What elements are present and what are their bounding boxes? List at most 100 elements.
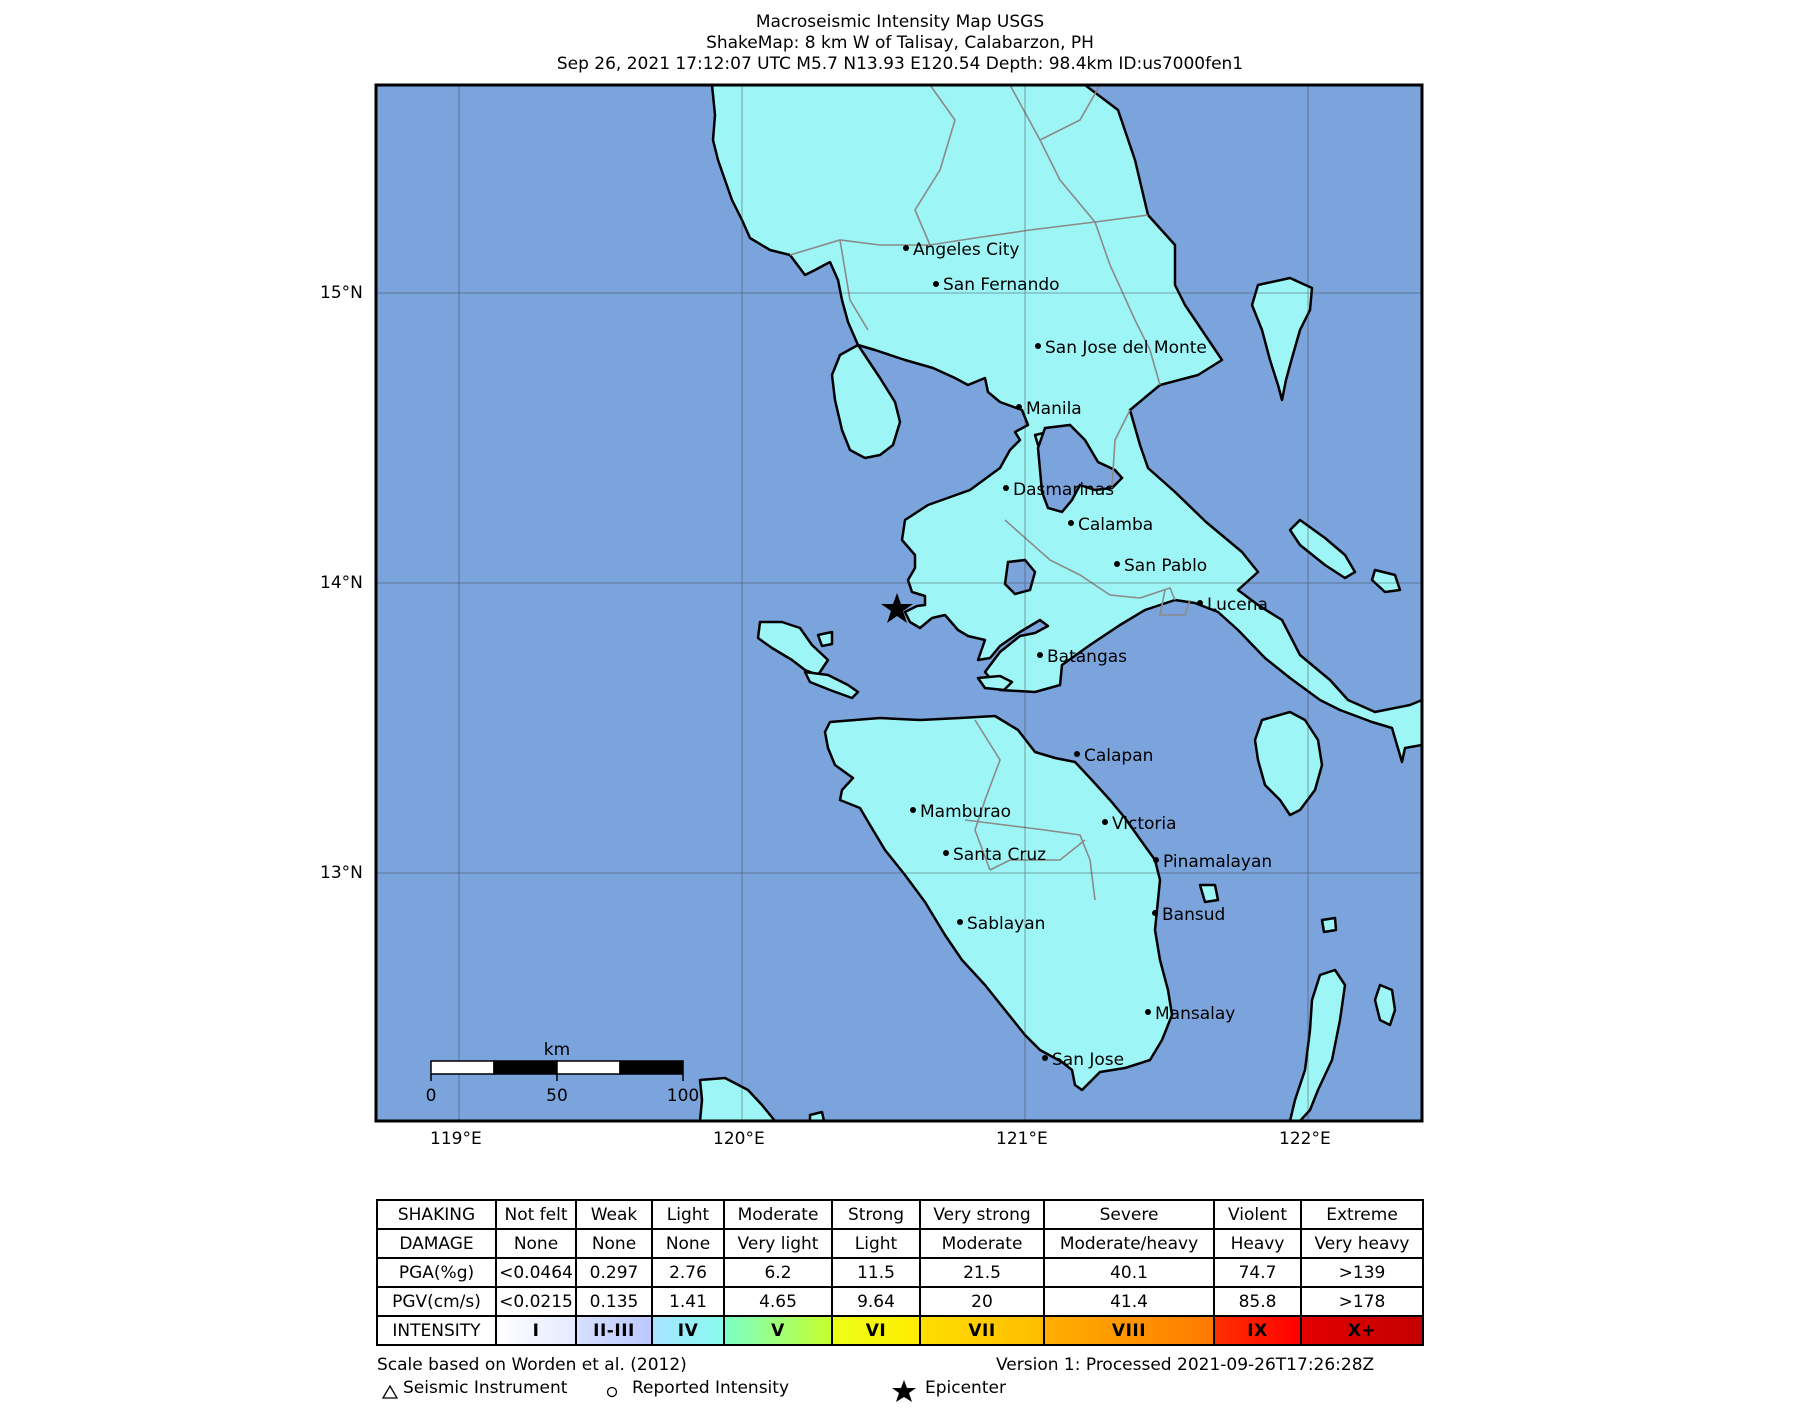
scale-tick: 0 (426, 1086, 437, 1106)
legend-cell: 1.41 (651, 1286, 725, 1317)
lon-label: 121°E (996, 1129, 1048, 1149)
city-label: San Pablo (1124, 556, 1207, 576)
legend-cell: Weak (575, 1199, 653, 1230)
legend-cell: Light (651, 1199, 725, 1230)
city-dot (1037, 652, 1043, 658)
intensity-cell: IV (651, 1315, 725, 1346)
city-label: San Jose del Monte (1045, 338, 1207, 358)
legend-cell: 74.7 (1213, 1257, 1302, 1288)
lat-label: 14°N (320, 573, 363, 593)
lat-label: 13°N (320, 863, 363, 883)
legend-cell: <0.0464 (495, 1257, 577, 1288)
city-label: Calamba (1078, 515, 1153, 535)
pgv-row: PGV(cm/s) <0.0215 0.135 1.41 4.65 9.64 2… (376, 1286, 1424, 1317)
legend-cell: Not felt (495, 1199, 577, 1230)
intensity-cell: X+ (1300, 1315, 1424, 1346)
map-frame (374, 83, 1424, 1123)
legend-cell: Strong (831, 1199, 921, 1230)
legend-cell: Very strong (919, 1199, 1045, 1230)
intensity-cell: IX (1213, 1315, 1302, 1346)
city-dot (1153, 857, 1159, 863)
city-dot (957, 919, 963, 925)
lon-label: 122°E (1279, 1129, 1331, 1149)
city-label: Calapan (1084, 746, 1153, 766)
scale-tick: 100 (667, 1086, 699, 1106)
borders (789, 85, 1191, 901)
city-markers (903, 245, 1203, 1061)
city-dot (933, 281, 939, 287)
intensity-legend-table: SHAKING Not felt Weak Light Moderate Str… (376, 1199, 1424, 1346)
intensity-row: INTENSITY I II-III IV V VI VII VIII IX X… (376, 1315, 1424, 1346)
legend-cell: Very light (723, 1228, 833, 1259)
lat-label: 15°N (320, 283, 363, 303)
legend-cell: 20 (919, 1286, 1045, 1317)
legend-cell: Extreme (1300, 1199, 1424, 1230)
city-label: Bansud (1162, 905, 1225, 925)
city-dot (1074, 751, 1080, 757)
scale-note: Scale based on Worden et al. (2012) (377, 1355, 687, 1375)
legend-cell: 41.4 (1043, 1286, 1215, 1317)
row-header: SHAKING (376, 1199, 497, 1230)
legend-cell: 0.297 (575, 1257, 653, 1288)
intensity-cell: VI (831, 1315, 921, 1346)
scale-bar: km 0 50 100 (426, 1040, 700, 1106)
city-label: San Jose (1052, 1050, 1124, 1070)
city-label: Mansalay (1155, 1004, 1235, 1024)
row-header: INTENSITY (376, 1315, 497, 1346)
scale-tick: 50 (546, 1086, 568, 1106)
map-subtitle: ShakeMap: 8 km W of Talisay, Calabarzon,… (706, 33, 1094, 53)
city-label: Victoria (1112, 814, 1177, 834)
legend-cell: None (651, 1228, 725, 1259)
city-dot (1003, 485, 1009, 491)
shaking-row: SHAKING Not felt Weak Light Moderate Str… (376, 1199, 1424, 1230)
legend-cell: 11.5 (831, 1257, 921, 1288)
legend-cell: >178 (1300, 1286, 1424, 1317)
graticule (376, 85, 1422, 1121)
city-dot (943, 850, 949, 856)
lon-label: 119°E (430, 1129, 482, 1149)
legend-cell: Light (831, 1228, 921, 1259)
epicenter-label: Epicenter (925, 1378, 1006, 1398)
intensity-cell: VIII (1043, 1315, 1215, 1346)
city-dot (910, 807, 916, 813)
city-label: Manila (1026, 399, 1082, 419)
legend-cell: 21.5 (919, 1257, 1045, 1288)
city-dot (903, 245, 909, 251)
pga-row: PGA(%g) <0.0464 0.297 2.76 6.2 11.5 21.5… (376, 1257, 1424, 1288)
city-label: Mamburao (920, 802, 1011, 822)
city-dot (1197, 600, 1203, 606)
city-dot (1042, 1055, 1048, 1061)
legend-cell: 85.8 (1213, 1286, 1302, 1317)
legend-cell: >139 (1300, 1257, 1424, 1288)
city-labels: Angeles City San Fernando San Jose del M… (913, 240, 1272, 1070)
city-dot (1016, 404, 1022, 410)
legend-cell: Moderate/heavy (1043, 1228, 1215, 1259)
city-dot (1145, 1009, 1151, 1015)
city-dot (1152, 910, 1158, 916)
intensity-cell: I (495, 1315, 577, 1346)
legend-cell: Heavy (1213, 1228, 1302, 1259)
version-note: Version 1: Processed 2021-09-26T17:26:28… (996, 1355, 1375, 1375)
city-dot (1102, 819, 1108, 825)
epicenter-star-icon (881, 593, 913, 623)
event-details: Sep 26, 2021 17:12:07 UTC M5.7 N13.93 E1… (556, 54, 1244, 74)
city-dot (1114, 561, 1120, 567)
damage-row: DAMAGE None None None Very light Light M… (376, 1228, 1424, 1259)
legend-cell: Moderate (723, 1199, 833, 1230)
city-label: Batangas (1047, 647, 1127, 667)
city-dot (1035, 343, 1041, 349)
triangle-icon (381, 1384, 399, 1399)
epicenter-star-icon (892, 1380, 916, 1402)
legend-cell: Moderate (919, 1228, 1045, 1259)
seismic-instrument-label: Seismic Instrument (403, 1378, 568, 1398)
city-label: Santa Cruz (953, 845, 1046, 865)
map-area: Angeles City San Fernando San Jose del M… (376, 85, 1422, 1121)
intensity-cell: V (723, 1315, 833, 1346)
row-header: DAMAGE (376, 1228, 497, 1259)
legend-cell: 4.65 (723, 1286, 833, 1317)
scale-unit: km (544, 1040, 570, 1060)
legend-cell: 6.2 (723, 1257, 833, 1288)
city-dot (1068, 520, 1074, 526)
legend-cell: Very heavy (1300, 1228, 1424, 1259)
intensity-cell: II-III (575, 1315, 653, 1346)
